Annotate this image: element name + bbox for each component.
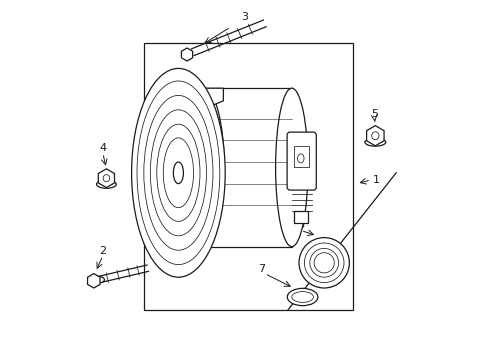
Text: 2: 2 bbox=[99, 246, 106, 256]
Ellipse shape bbox=[275, 88, 308, 247]
Ellipse shape bbox=[299, 238, 349, 288]
Text: 6: 6 bbox=[297, 220, 304, 230]
Ellipse shape bbox=[173, 162, 183, 184]
FancyBboxPatch shape bbox=[294, 211, 308, 223]
Text: 3: 3 bbox=[242, 12, 248, 22]
Ellipse shape bbox=[287, 288, 318, 306]
Ellipse shape bbox=[187, 94, 198, 104]
Text: 4: 4 bbox=[99, 143, 106, 153]
Bar bbox=[144, 43, 353, 310]
Text: 1: 1 bbox=[373, 175, 380, 185]
Ellipse shape bbox=[132, 68, 225, 277]
Ellipse shape bbox=[183, 88, 224, 247]
FancyBboxPatch shape bbox=[287, 132, 316, 190]
Text: 5: 5 bbox=[371, 109, 378, 119]
Ellipse shape bbox=[97, 180, 116, 188]
Ellipse shape bbox=[365, 138, 386, 146]
Text: 7: 7 bbox=[258, 264, 265, 274]
Polygon shape bbox=[173, 88, 223, 110]
Bar bbox=[204, 88, 292, 247]
Ellipse shape bbox=[92, 276, 104, 283]
